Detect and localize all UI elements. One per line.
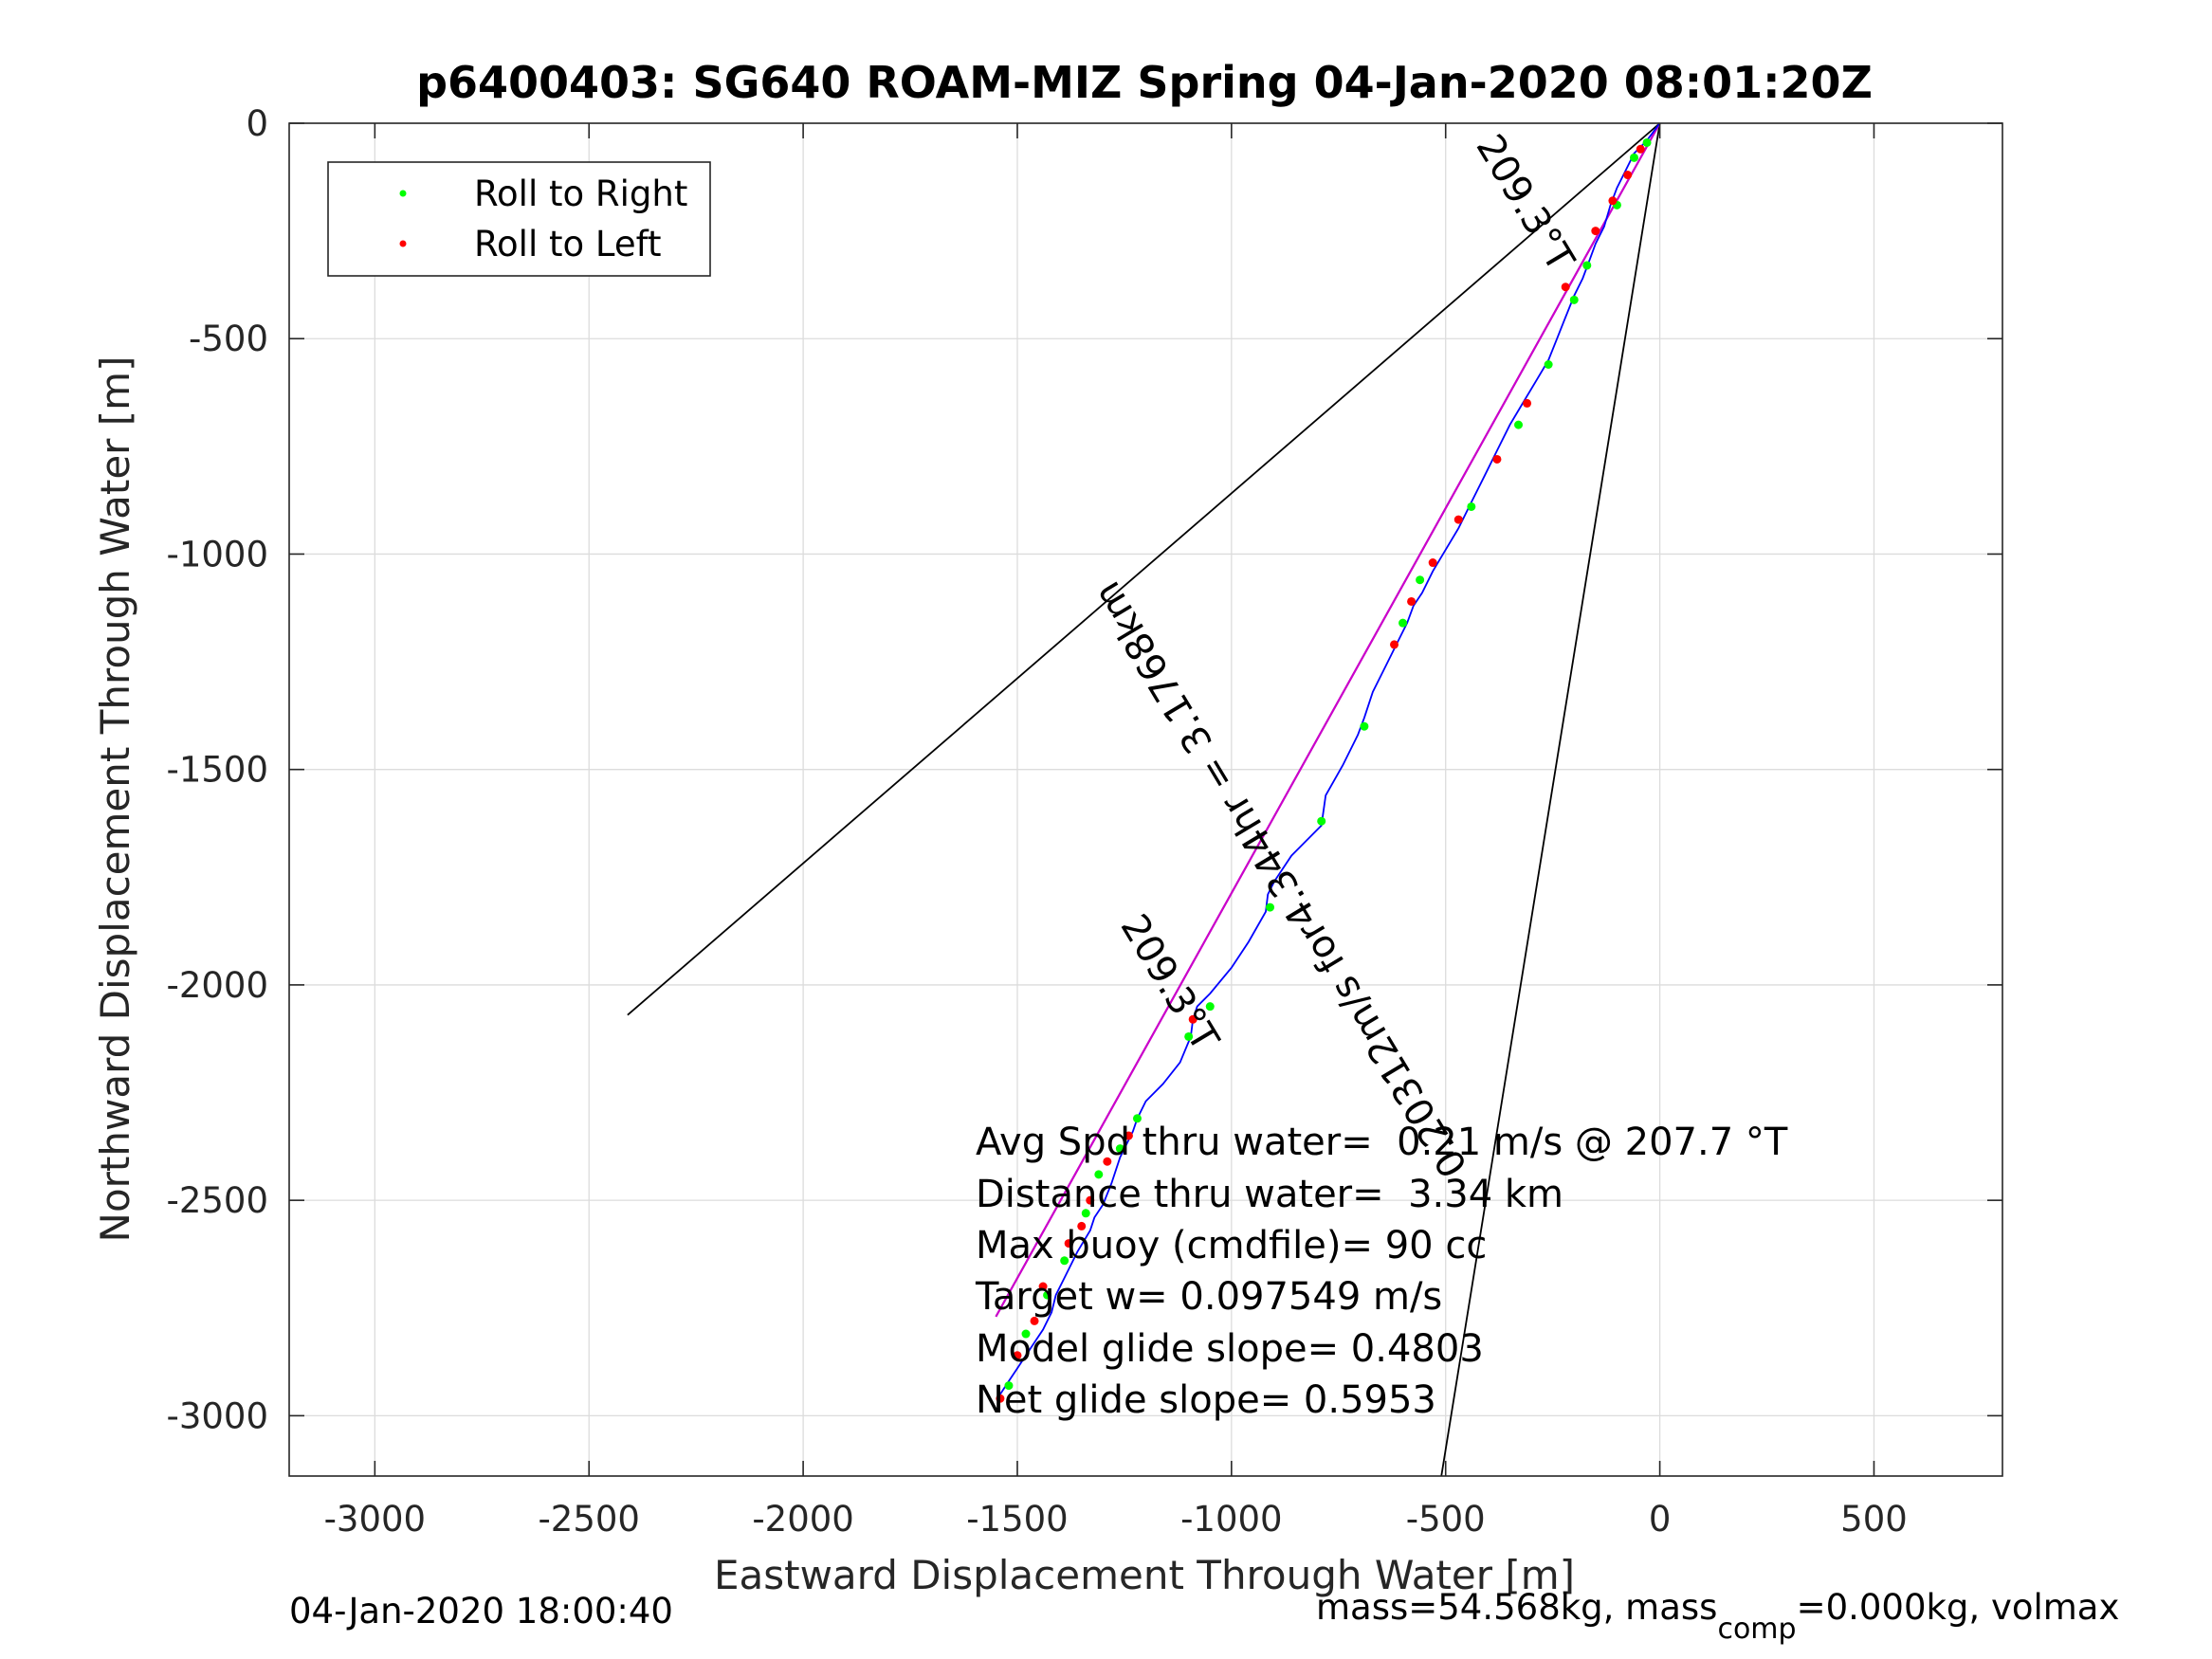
stats-block: Avg Spd thru water= 0.21 m/s @ 207.7 °T … — [975, 1121, 1788, 1422]
roll-left-point — [1064, 1239, 1073, 1249]
roll-left-point — [1636, 144, 1645, 154]
stat-distance: Distance thru water= 3.34 km — [976, 1173, 1563, 1216]
roll-right-point — [1205, 1002, 1215, 1012]
footer-mass-suffix: =0.000kg, volmax — [1797, 1587, 2120, 1628]
guide-lines — [627, 122, 1661, 1477]
guide-line — [627, 122, 1661, 1016]
roll-left-point — [1623, 171, 1633, 180]
roll-left-point — [1030, 1316, 1039, 1325]
footer-mass-subscript: comp — [1717, 1613, 1796, 1646]
roll-right-point — [1021, 1329, 1031, 1339]
y-tick-label: -1000 — [166, 534, 268, 574]
roll-left-point — [1453, 515, 1463, 524]
roll-right-point — [1467, 501, 1476, 511]
roll-left-point — [1013, 1351, 1022, 1360]
stat-max-buoy: Max buoy (cmdfile)= 90 cc — [976, 1224, 1487, 1267]
roll-right-point — [1360, 721, 1369, 731]
roll-right-point — [1115, 1144, 1124, 1154]
roll-right-point — [1060, 1256, 1069, 1266]
legend-marker-roll-right — [399, 190, 407, 197]
roll-right-point — [1132, 1114, 1142, 1123]
roll-right-point — [1582, 261, 1592, 270]
roll-points — [996, 137, 1652, 1403]
legend-label-roll-left: Roll to Left — [474, 224, 662, 264]
roll-left-point — [1407, 596, 1417, 606]
x-tick-label: 0 — [1649, 1499, 1672, 1540]
x-tick-label: -1000 — [1180, 1499, 1283, 1540]
legend: Roll to Right Roll to Left — [327, 161, 711, 277]
roll-left-point — [1103, 1157, 1112, 1166]
roll-left-point — [1086, 1195, 1095, 1205]
roll-left-point — [1077, 1221, 1087, 1231]
roll-left-point — [1561, 283, 1570, 292]
roll-left-point — [1523, 398, 1532, 408]
roll-right-point — [1629, 153, 1638, 162]
roll-right-point — [1416, 575, 1425, 585]
roll-left-point — [1038, 1282, 1048, 1291]
stat-target-w: Target w= 0.097549 m/s — [975, 1275, 1442, 1319]
footer-mass-info: mass=54.568kg, masscomp=0.000kg, volmax — [1316, 1587, 2119, 1646]
roll-right-point — [1266, 902, 1275, 912]
guide-line — [1440, 122, 1661, 1477]
x-tick-label: -1500 — [966, 1499, 1069, 1540]
track-line — [999, 122, 1661, 1395]
stat-net-glide-slope: Net glide slope= 0.5953 — [976, 1378, 1436, 1422]
y-tick-label: 0 — [246, 103, 268, 144]
chart-title: p6400403: SG640 ROAM-MIZ Spring 04-Jan-2… — [416, 57, 1873, 108]
roll-right-point — [1094, 1170, 1104, 1179]
roll-left-point — [996, 1394, 1005, 1403]
y-tick-label: -2000 — [166, 965, 268, 1006]
roll-right-point — [1544, 359, 1553, 369]
roll-right-point — [1642, 137, 1652, 147]
stat-model-glide-slope: Model glide slope= 0.4803 — [976, 1327, 1484, 1371]
y-tick-label: -2500 — [166, 1180, 268, 1221]
roll-right-point — [1317, 816, 1326, 826]
y-tick-label: -1500 — [166, 750, 268, 791]
y-tick-label: -3000 — [166, 1395, 268, 1436]
x-tick-label: -500 — [1406, 1499, 1486, 1540]
roll-right-point — [1398, 618, 1408, 628]
roll-right-point — [1081, 1209, 1090, 1218]
roll-left-point — [1428, 558, 1437, 568]
x-tick-label: -2500 — [538, 1499, 640, 1540]
plot-frame — [288, 122, 2003, 1477]
footer-timestamp: 04-Jan-2020 18:00:40 — [289, 1591, 673, 1632]
legend-label-roll-right: Roll to Right — [474, 173, 687, 214]
roll-right-point — [1569, 295, 1579, 304]
dive-track — [999, 122, 1661, 1395]
stat-avg-speed: Avg Spd thru water= 0.21 m/s @ 207.7 °T — [976, 1121, 1788, 1164]
roll-left-point — [1492, 454, 1502, 464]
roll-right-point — [1043, 1290, 1052, 1300]
roll-left-point — [1390, 640, 1399, 649]
x-tick-label: 500 — [1840, 1499, 1908, 1540]
heading-line — [995, 122, 1661, 1318]
roll-left-point — [1608, 196, 1618, 206]
x-axis-label: Eastward Displacement Through Water [m] — [714, 1552, 1575, 1598]
roll-left-point — [1188, 1014, 1197, 1024]
legend-marker-roll-left — [399, 240, 407, 247]
roll-left-point — [1591, 227, 1600, 236]
x-tick-label: -3000 — [324, 1499, 427, 1540]
roll-left-point — [1124, 1131, 1133, 1140]
footer-mass-prefix: mass=54.568kg, mass — [1316, 1587, 1717, 1628]
roll-right-point — [1184, 1031, 1194, 1041]
x-tick-label: -2000 — [752, 1499, 854, 1540]
roll-right-point — [1514, 420, 1524, 429]
roll-right-point — [1004, 1381, 1014, 1391]
axis-ticks: -3000 -2500 -2000 -1500 -1000 -500 0 500 0 -500 -1… — [166, 103, 2002, 1540]
legend-box — [327, 161, 711, 277]
y-tick-label: -500 — [189, 319, 268, 359]
y-axis-label: Northward Displacement Through Water [m] — [92, 356, 138, 1243]
